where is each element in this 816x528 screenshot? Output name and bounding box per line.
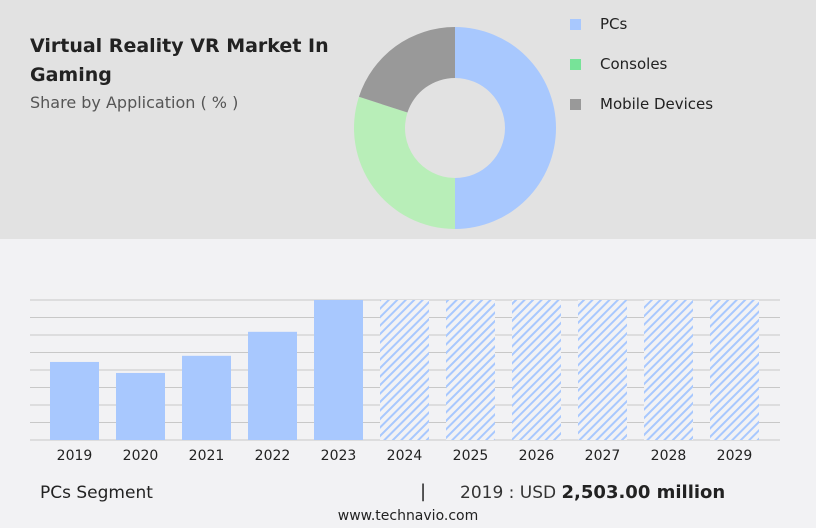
legend-label: Consoles — [600, 55, 668, 73]
x-tick-label: 2028 — [651, 448, 687, 464]
bar-2019 — [50, 361, 99, 440]
bar-2021 — [182, 355, 231, 440]
forecast-bar-2026 — [512, 300, 561, 440]
bar-chart: 2019 2020 2021 2022 2023 2024 2025 2026 2027 2028… — [30, 299, 780, 464]
x-tick-label: 2026 — [519, 448, 555, 464]
x-tick-label: 2025 — [453, 448, 489, 464]
donut-slice-consoles — [353, 96, 455, 230]
legend-swatch — [570, 18, 581, 30]
x-tick-label: 2021 — [189, 448, 225, 464]
bar-2020 — [116, 372, 165, 440]
donut-slice-pcs — [455, 27, 556, 229]
x-tick-label: 2027 — [585, 448, 621, 464]
legend-swatch — [570, 58, 581, 70]
legend-swatch — [570, 98, 581, 110]
forecast-bar-2028 — [644, 300, 693, 440]
forecast-bar-2025 — [446, 300, 495, 440]
legend-label: Mobile Devices — [600, 95, 714, 113]
bar-2023 — [314, 300, 363, 440]
separator: | — [420, 481, 427, 502]
x-tick-label: 2022 — [255, 448, 291, 464]
bar-2022 — [248, 331, 297, 440]
forecast-bar-2027 — [578, 300, 627, 440]
value: 2,503.00 million — [561, 482, 726, 503]
x-tick-label: 2019 — [57, 448, 93, 464]
donut-slice-mobile-devices — [358, 27, 455, 113]
x-tick-label: 2024 — [387, 448, 423, 464]
segment-label: PCs Segment — [40, 483, 153, 503]
donut-chart — [353, 27, 556, 230]
forecast-bar-2024 — [380, 300, 429, 440]
website: www.technavio.com — [337, 508, 479, 524]
legend-label: PCs — [600, 15, 628, 33]
x-tick-label: 2020 — [123, 448, 159, 464]
x-tick-label: 2023 — [321, 448, 357, 464]
chart-subtitle: Share by Application ( % ) — [30, 93, 239, 112]
legend-item-consoles: Consoles — [570, 44, 713, 84]
legend-item-mobile: Mobile Devices — [570, 84, 713, 124]
segment-value: 2019 : USD 2,503.00 million — [460, 482, 725, 503]
legend: PCs Consoles Mobile Devices — [570, 4, 713, 124]
chart-title: Virtual Reality VR Market In Gaming — [30, 35, 329, 86]
x-tick-label: 2029 — [717, 448, 753, 464]
legend-item-pcs: PCs — [570, 4, 713, 44]
forecast-bar-2029 — [710, 300, 759, 440]
year-label: 2019 : USD — [460, 483, 557, 503]
